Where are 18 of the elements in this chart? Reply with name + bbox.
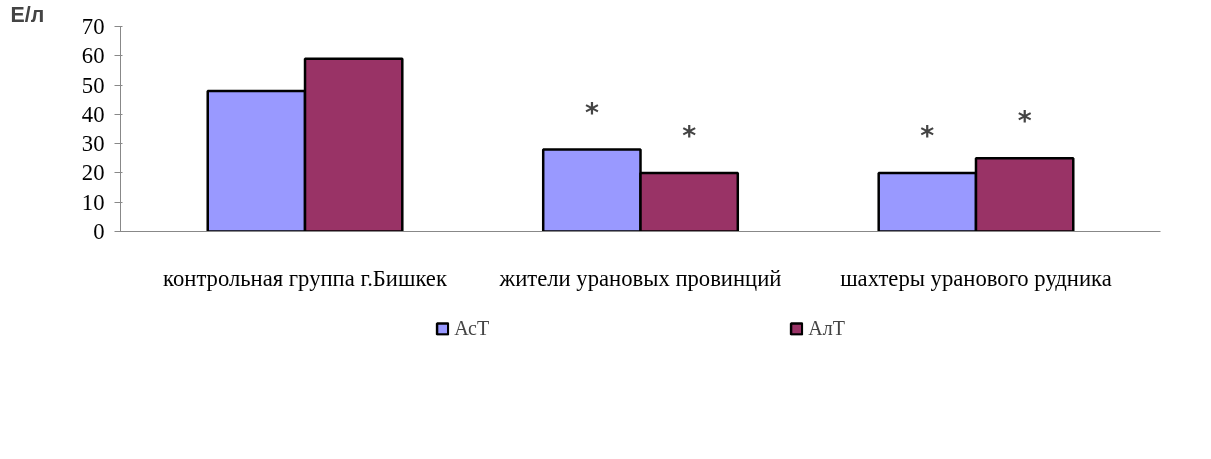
y-axis-title: Е/л (10, 2, 45, 27)
y-tick-label: 20 (81, 160, 105, 186)
y-tick-label: 60 (81, 43, 105, 69)
y-tick-label: 30 (81, 131, 105, 157)
annotation: * (584, 96, 599, 128)
annotation: * (682, 119, 697, 151)
y-tick-label: 0 (93, 219, 105, 244)
y-tick-label: 50 (81, 72, 105, 98)
x-tick-label: жители урановых провинций (498, 265, 782, 291)
y-tick-label: 70 (81, 14, 105, 39)
legend-label: АсТ (454, 316, 490, 340)
annotation: * (1017, 105, 1032, 137)
y-tick-label: 40 (81, 101, 105, 127)
y-tick-label: 10 (81, 189, 105, 215)
annotation: * (920, 119, 935, 151)
legend-label: АлТ (808, 316, 845, 340)
x-tick-label: контрольная группа г.Бишкек (163, 265, 448, 291)
x-tick-label: шахтеры уранового рудника (840, 265, 1112, 291)
